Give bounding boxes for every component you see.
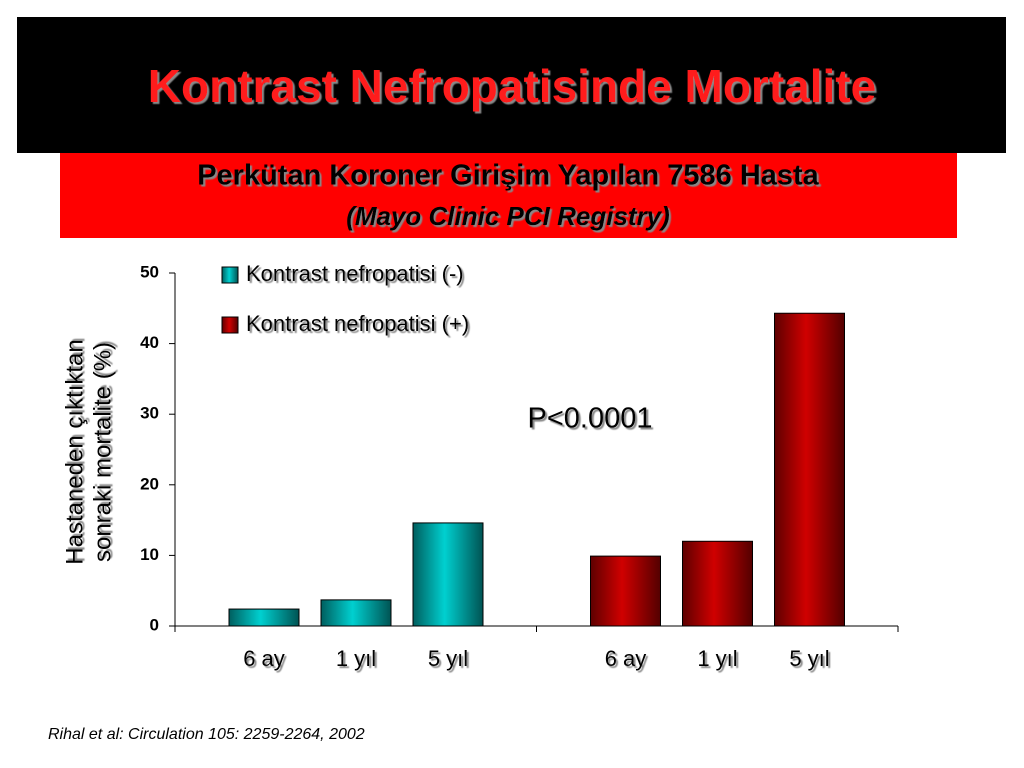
slide-title: Kontrast Nefropatisinde Mortalite: [148, 60, 876, 112]
x-tick-label: 6 ay: [243, 646, 285, 671]
y-tick-label: 50: [140, 262, 159, 281]
title-band: [17, 17, 1006, 153]
legend-label: Kontrast nefropatisi (-): [246, 261, 464, 286]
y-label-line: sonraki mortalite (%): [89, 342, 116, 562]
legend-swatch: [221, 316, 239, 334]
y-tick-label: 40: [140, 333, 159, 352]
y-tick-label: 30: [140, 404, 159, 423]
citation: Rihal et al: Circulation 105: 2259-2264,…: [48, 726, 365, 743]
x-tick-label: 1 yıl: [336, 646, 376, 671]
x-tick-label: 6 ay: [605, 646, 647, 671]
y-tick-label: 0: [150, 615, 159, 634]
bar: [320, 599, 392, 627]
bar: [228, 608, 300, 627]
legend-label: Kontrast nefropatisi (+): [246, 311, 469, 336]
y-tick-label: 20: [140, 474, 159, 493]
y-axis-label: Hastaneden çıktıktan sonraki mortalite (…: [61, 339, 116, 564]
subtitle-band: [60, 153, 957, 238]
x-tick-label: 1 yıl: [697, 646, 737, 671]
subtitle: Perkütan Koroner Girişim Yapılan 7586 Ha…: [197, 160, 819, 192]
bar: [412, 522, 484, 627]
legend-swatch: [221, 266, 239, 284]
x-tick-label: 5 yıl: [428, 646, 468, 671]
bar: [774, 312, 845, 627]
y-label-line: Hastaneden çıktıktan: [61, 339, 88, 564]
bar: [590, 555, 661, 627]
bar: [682, 540, 753, 627]
annotation: P<0.0001: [528, 403, 653, 435]
y-tick-label: 10: [140, 545, 159, 564]
x-tick-label: 5 yıl: [789, 646, 829, 671]
subtitle-note: (Mayo Clinic PCI Registry): [346, 201, 670, 231]
